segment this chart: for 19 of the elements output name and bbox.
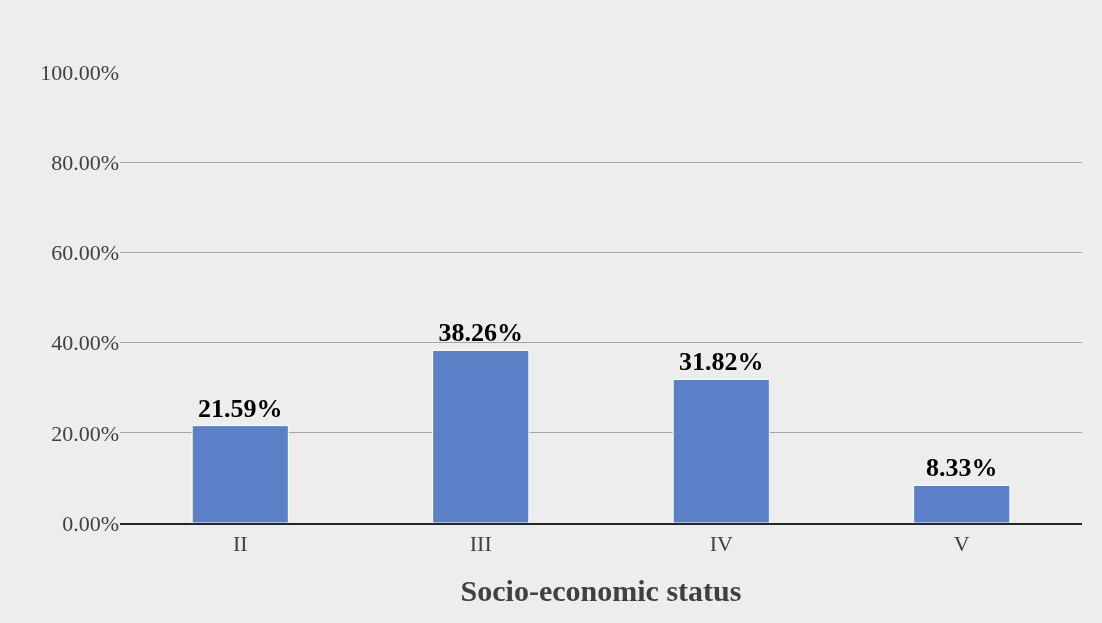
bar <box>432 349 530 523</box>
y-tick-label: 80.00% <box>51 149 119 175</box>
y-tick-label: 0.00% <box>62 510 119 536</box>
x-axis-title: Socio-economic status <box>460 574 742 608</box>
bar <box>191 425 289 523</box>
x-tick-label: V <box>953 531 970 557</box>
x-tick-label: III <box>469 531 492 557</box>
y-tick-label: 40.00% <box>51 330 119 356</box>
bar <box>672 378 770 523</box>
bar <box>913 484 1011 523</box>
y-tick-label: 60.00% <box>51 240 119 266</box>
y-tick-label: 100.00% <box>40 59 119 85</box>
data-label: 8.33% <box>926 453 998 483</box>
data-label: 31.82% <box>679 347 764 377</box>
y-tick-label: 20.00% <box>51 420 119 446</box>
x-tick-label: II <box>232 531 248 557</box>
data-label: 38.26% <box>438 318 523 348</box>
x-tick-label: IV <box>709 531 733 557</box>
data-label: 21.59% <box>198 393 283 423</box>
